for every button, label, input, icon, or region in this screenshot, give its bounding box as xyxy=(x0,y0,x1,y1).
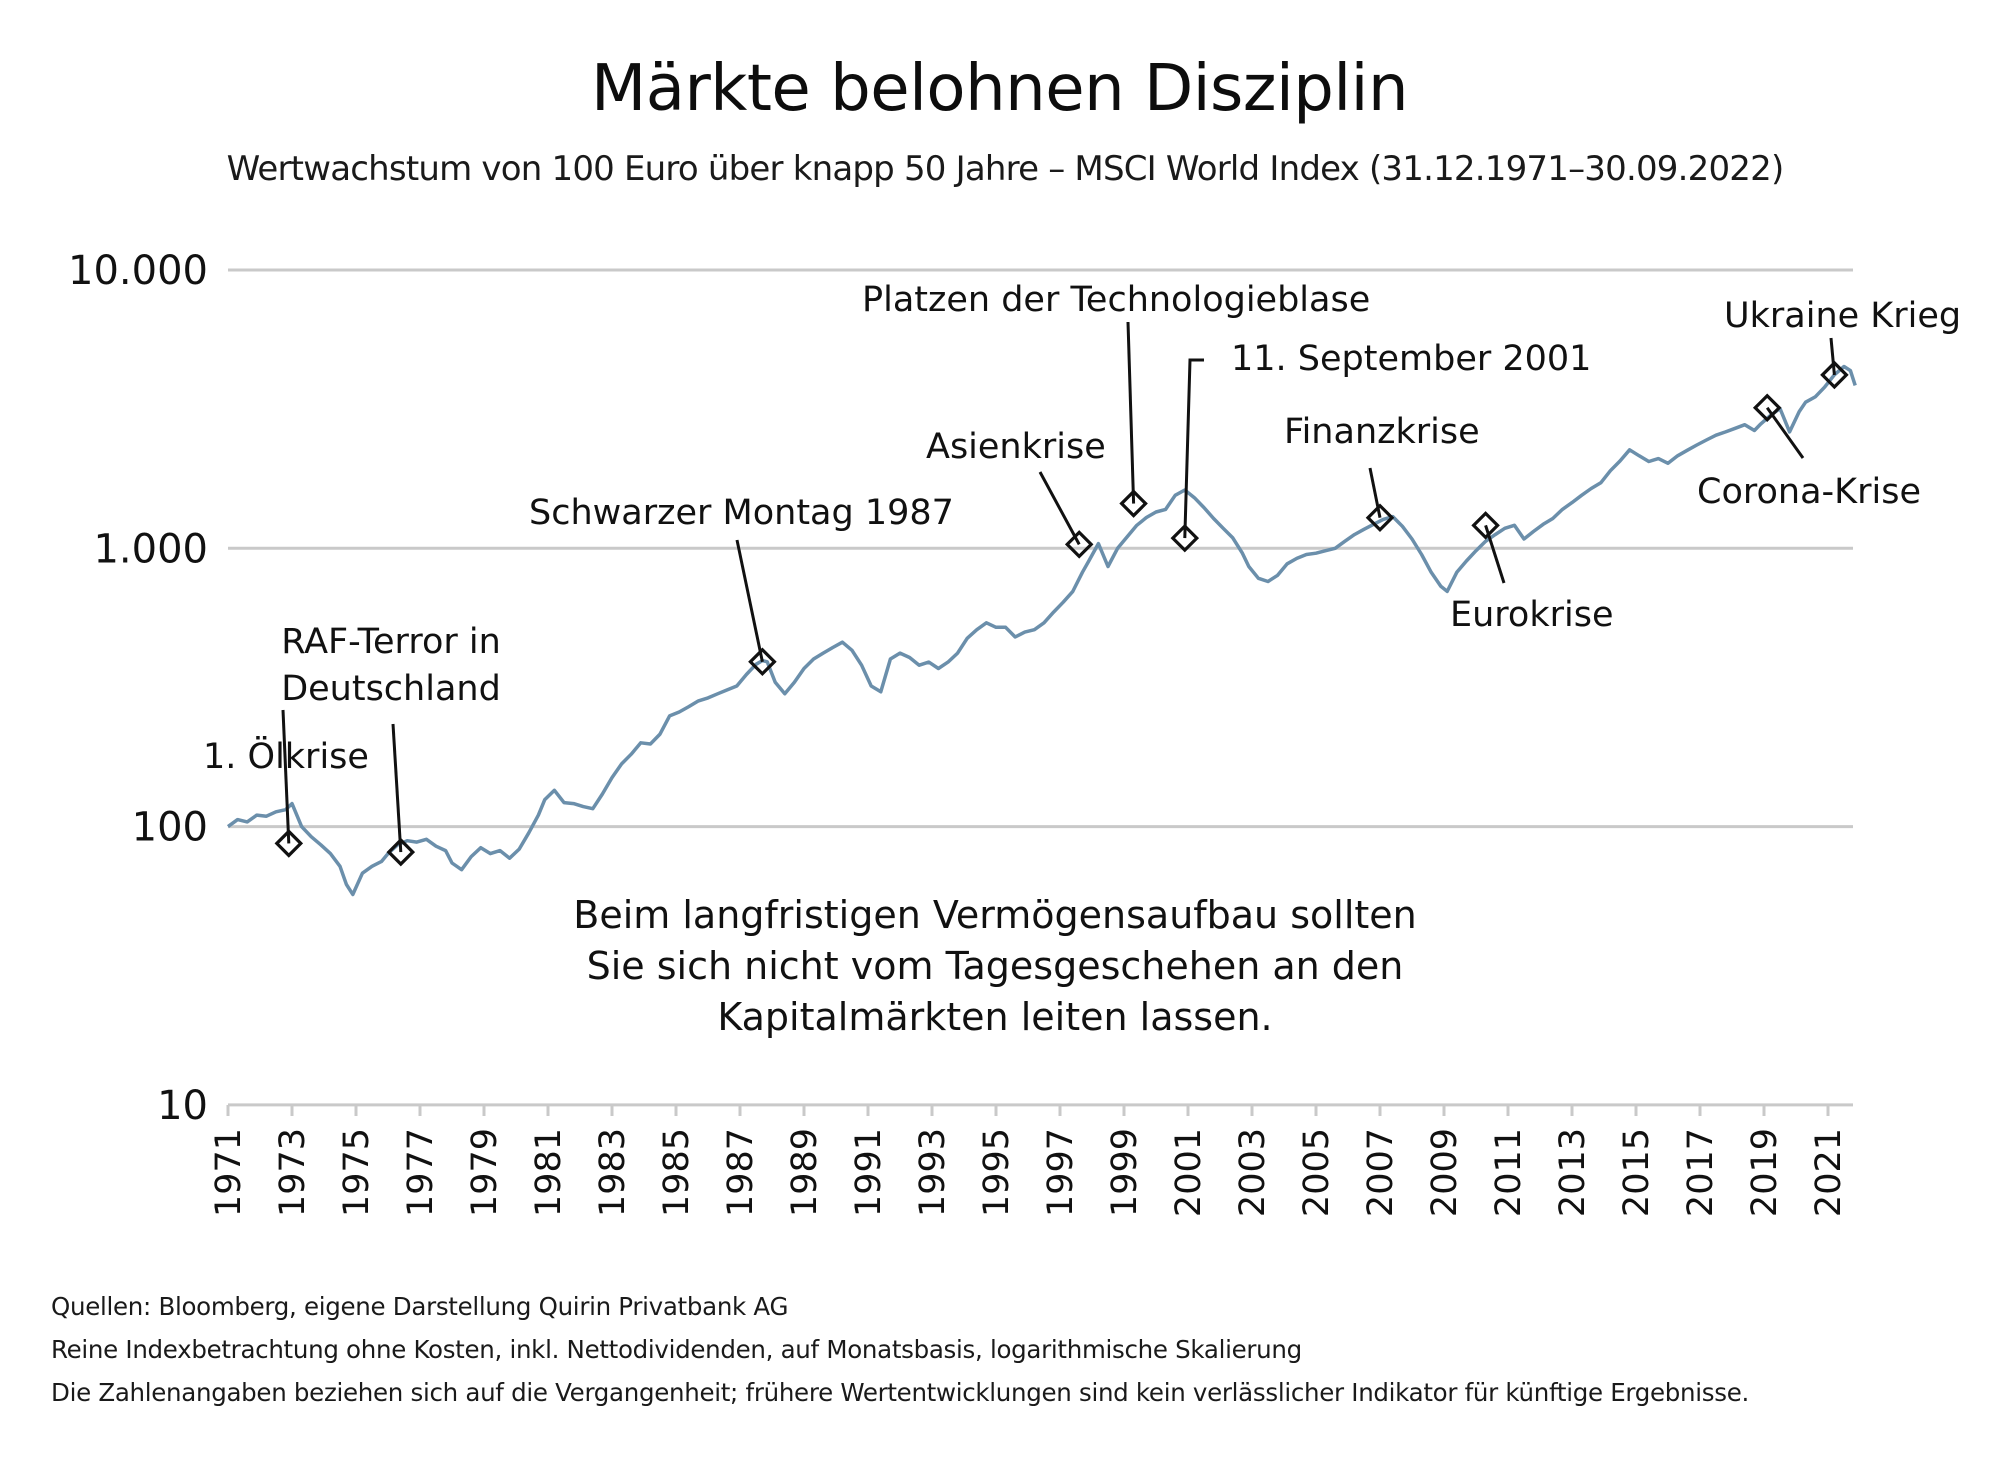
diamond-marker xyxy=(1064,530,1094,559)
diamond-marker xyxy=(1820,360,1849,390)
series-group xyxy=(226,364,1857,897)
annotation-label: RAF-Terror in xyxy=(281,622,501,662)
annotations-group: 1. Ölkrise RAF-Terror in Deutschland Schwar… xyxy=(203,280,1961,867)
series-line xyxy=(226,364,1857,897)
annotation: Asienkrise xyxy=(926,427,1106,559)
annotation: Schwarzer Montag 1987 xyxy=(529,493,954,677)
x-tick-label: 2007 xyxy=(1361,1128,1401,1217)
leader-line xyxy=(1829,337,1836,376)
leader-line xyxy=(1038,471,1081,546)
diamond-marker xyxy=(748,647,777,677)
diamond-marker xyxy=(1365,503,1395,532)
annotation: Eurokrise xyxy=(1450,511,1613,635)
x-tick-label: 2019 xyxy=(1745,1128,1785,1217)
note-line: Sie sich nicht vom Tagesgeschehen an den xyxy=(587,944,1404,988)
annotation: Ukraine Krieg xyxy=(1724,296,1961,390)
diamond-marker xyxy=(1170,523,1200,553)
annotation-label: Schwarzer Montag 1987 xyxy=(529,493,954,533)
leader-line xyxy=(1183,358,1204,539)
leader-line xyxy=(391,723,403,853)
footer-source: Quellen: Bloomberg, eigene Darstellung Q… xyxy=(51,1292,789,1321)
annotation-label: Deutschland xyxy=(281,669,501,709)
leader-line xyxy=(735,539,764,663)
x-tick-label: 1975 xyxy=(337,1128,377,1217)
x-tick-label: 1989 xyxy=(785,1128,825,1217)
x-tick-label: 2001 xyxy=(1169,1128,1209,1217)
diamond-marker xyxy=(1471,511,1500,540)
diamond-marker xyxy=(1752,393,1782,423)
x-tick-label: 1971 xyxy=(209,1128,249,1217)
x-tick-label: 1987 xyxy=(721,1128,761,1217)
annotation: RAF-Terror in Deutschland xyxy=(281,622,501,867)
y-tick-label: 1.000 xyxy=(93,526,208,572)
annotation-label: 1. Ölkrise xyxy=(203,735,369,777)
x-tick-label: 2015 xyxy=(1617,1128,1657,1217)
x-tick-label: 1973 xyxy=(273,1128,313,1217)
annotation: Platzen der Technologieblase xyxy=(862,280,1370,518)
x-tick-label: 2013 xyxy=(1553,1128,1593,1217)
y-tick-label: 10 xyxy=(157,1083,208,1129)
annotation: 1. Ölkrise xyxy=(203,709,369,858)
note-line: Beim langfristigen Vermögensaufbau sollt… xyxy=(573,893,1417,937)
x-tick-label: 1977 xyxy=(401,1128,441,1217)
footer-disclaimer: Die Zahlenangaben beziehen sich auf die … xyxy=(51,1378,1749,1407)
diamond-marker xyxy=(386,837,416,867)
annotation-label: 11. September 2001 xyxy=(1231,339,1591,379)
annotation-label: Eurokrise xyxy=(1450,595,1613,635)
annotation-label: Platzen der Technologieblase xyxy=(862,280,1370,320)
footer-method: Reine Indexbetrachtung ohne Kosten, inkl… xyxy=(51,1335,1302,1364)
annotation-label: Ukraine Krieg xyxy=(1724,296,1961,336)
x-tick-label: 2011 xyxy=(1489,1128,1529,1217)
line-chart: 10.000 1.000 100 10 1971 1973 1975 1977 1979 198… xyxy=(68,248,1961,1217)
annotation: Corona-Krise xyxy=(1697,393,1921,512)
y-tick-label: 100 xyxy=(132,805,208,851)
x-tick-label: 1999 xyxy=(1105,1128,1145,1217)
x-axis: 1971 1973 1975 1977 1979 1981 1983 1985 1987 1989… xyxy=(209,1105,1849,1217)
y-axis-tick-labels: 10.000 1.000 100 10 xyxy=(68,248,208,1129)
annotation: Finanzkrise xyxy=(1284,412,1480,532)
leader-line xyxy=(1126,321,1136,504)
x-tick-label: 1981 xyxy=(529,1128,569,1217)
x-tick-label: 1997 xyxy=(1041,1128,1081,1217)
x-tick-label: 2017 xyxy=(1681,1128,1721,1217)
x-tick-label: 1979 xyxy=(465,1128,505,1217)
diamond-marker xyxy=(1119,489,1148,518)
annotation: 11. September 2001 xyxy=(1170,339,1591,553)
x-tick-label: 1995 xyxy=(977,1128,1017,1217)
chart-title: Märkte belohnen Disziplin xyxy=(591,52,1409,126)
diamond-marker xyxy=(274,829,304,858)
annotation-label: Asienkrise xyxy=(926,427,1106,467)
y-tick-label: 10.000 xyxy=(68,248,208,294)
chart-subtitle: Wertwachstum von 100 Euro über knapp 50 … xyxy=(226,149,1785,189)
x-tick-label: 2005 xyxy=(1297,1128,1337,1217)
leader-line xyxy=(281,709,291,844)
annotation-label: Corona-Krise xyxy=(1697,472,1921,512)
x-tick-label: 2003 xyxy=(1233,1128,1273,1217)
x-tick-label: 1991 xyxy=(849,1128,889,1217)
x-tick-label: 2021 xyxy=(1809,1128,1849,1217)
x-tick-label: 1993 xyxy=(913,1128,953,1217)
gridlines xyxy=(228,268,1853,1107)
x-tick-label: 2009 xyxy=(1425,1128,1465,1217)
x-tick-label: 1983 xyxy=(593,1128,633,1217)
leader-line xyxy=(1765,406,1805,459)
note-line: Kapitalmärkten leiten lassen. xyxy=(717,995,1272,1039)
center-note: Beim langfristigen Vermögensaufbau sollt… xyxy=(573,893,1417,1039)
x-tick-label: 1985 xyxy=(657,1128,697,1217)
annotation-label: Finanzkrise xyxy=(1284,412,1480,452)
